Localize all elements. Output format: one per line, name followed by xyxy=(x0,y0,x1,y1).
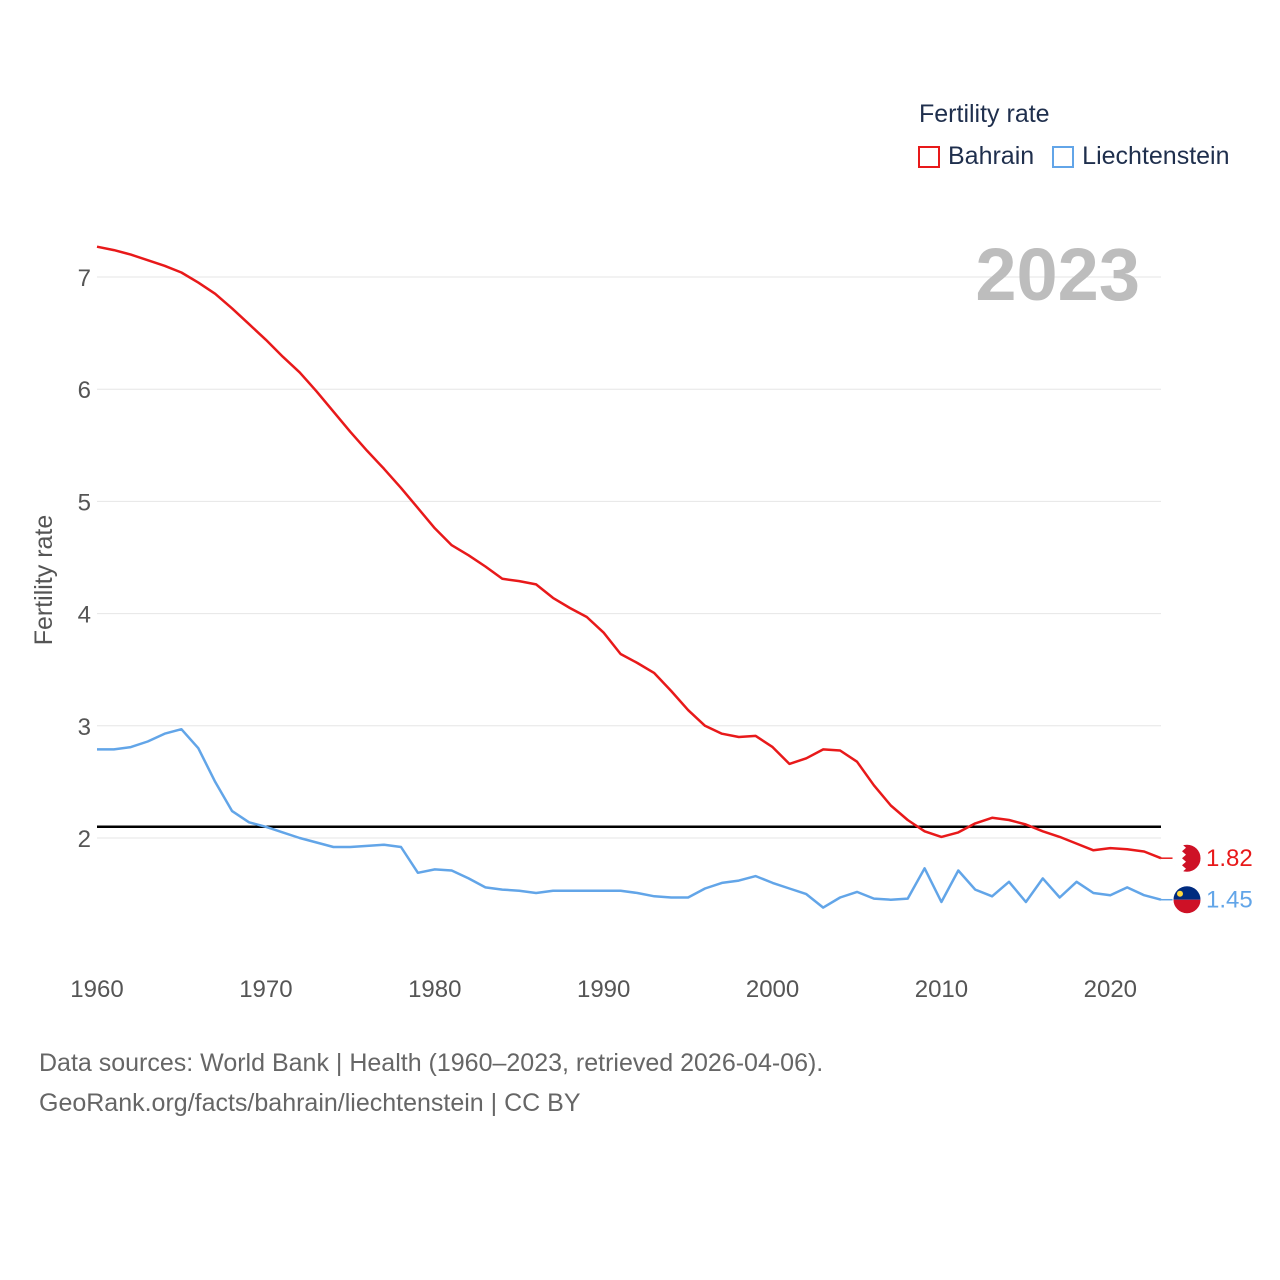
legend-label-liechtenstein: Liechtenstein xyxy=(1082,142,1230,170)
y-tick-label-3: 3 xyxy=(78,714,91,741)
bahrain-flag-icon xyxy=(1172,843,1202,873)
series-line-bahrain xyxy=(96,245,1162,860)
end-label-liechtenstein: 1.45 xyxy=(1206,887,1253,914)
legend-swatch-liechtenstein xyxy=(1052,145,1075,168)
series-lines xyxy=(96,245,1162,909)
x-tick-label-1990: 1990 xyxy=(577,976,630,1003)
legend-item-liechtenstein[interactable]: Liechtenstein xyxy=(1052,142,1230,171)
y-tick-label-7: 7 xyxy=(78,265,91,292)
legend-title: Fertility rate xyxy=(919,100,1050,128)
x-tick-label-2000: 2000 xyxy=(746,976,799,1003)
legend-item-bahrain[interactable]: Bahrain xyxy=(918,142,1034,171)
y-tick-label-6: 6 xyxy=(78,377,91,404)
end-label-bahrain: 1.82 xyxy=(1206,845,1253,872)
y-axis: 2 3 4 5 6 7 xyxy=(78,265,91,853)
end-markers: 1.82 1.45 xyxy=(1161,843,1253,915)
footer: Data sources: World Bank | Health (1960–… xyxy=(39,1043,823,1123)
year-label: 2023 xyxy=(975,233,1140,316)
legend-label-bahrain: Bahrain xyxy=(948,142,1035,170)
x-tick-label-2010: 2010 xyxy=(915,976,968,1003)
legend-swatch-bahrain xyxy=(918,145,940,168)
x-tick-label-1980: 1980 xyxy=(408,976,461,1003)
footer-link[interactable]: GeoRank.org/facts/bahrain/liechtenstein … xyxy=(39,1089,581,1117)
x-tick-label-1960: 1960 xyxy=(70,976,123,1003)
y-tick-label-2: 2 xyxy=(78,826,91,853)
gridlines xyxy=(97,276,1161,839)
y-tick-label-4: 4 xyxy=(78,602,91,629)
y-axis-title: Fertility rate xyxy=(30,515,58,646)
y-tick-label-5: 5 xyxy=(78,489,91,516)
series-line-liechtenstein xyxy=(97,727,1162,909)
x-tick-label-1970: 1970 xyxy=(239,976,292,1003)
footer-sources: Data sources: World Bank | Health (1960–… xyxy=(39,1049,824,1077)
liechtenstein-flag-icon xyxy=(1172,885,1202,915)
x-tick-label-2020: 2020 xyxy=(1084,976,1137,1003)
x-axis: 1960 1970 1980 1990 2000 2010 2020 xyxy=(70,976,1137,1003)
legend: Bahrain Liechtenstein xyxy=(918,142,1248,171)
